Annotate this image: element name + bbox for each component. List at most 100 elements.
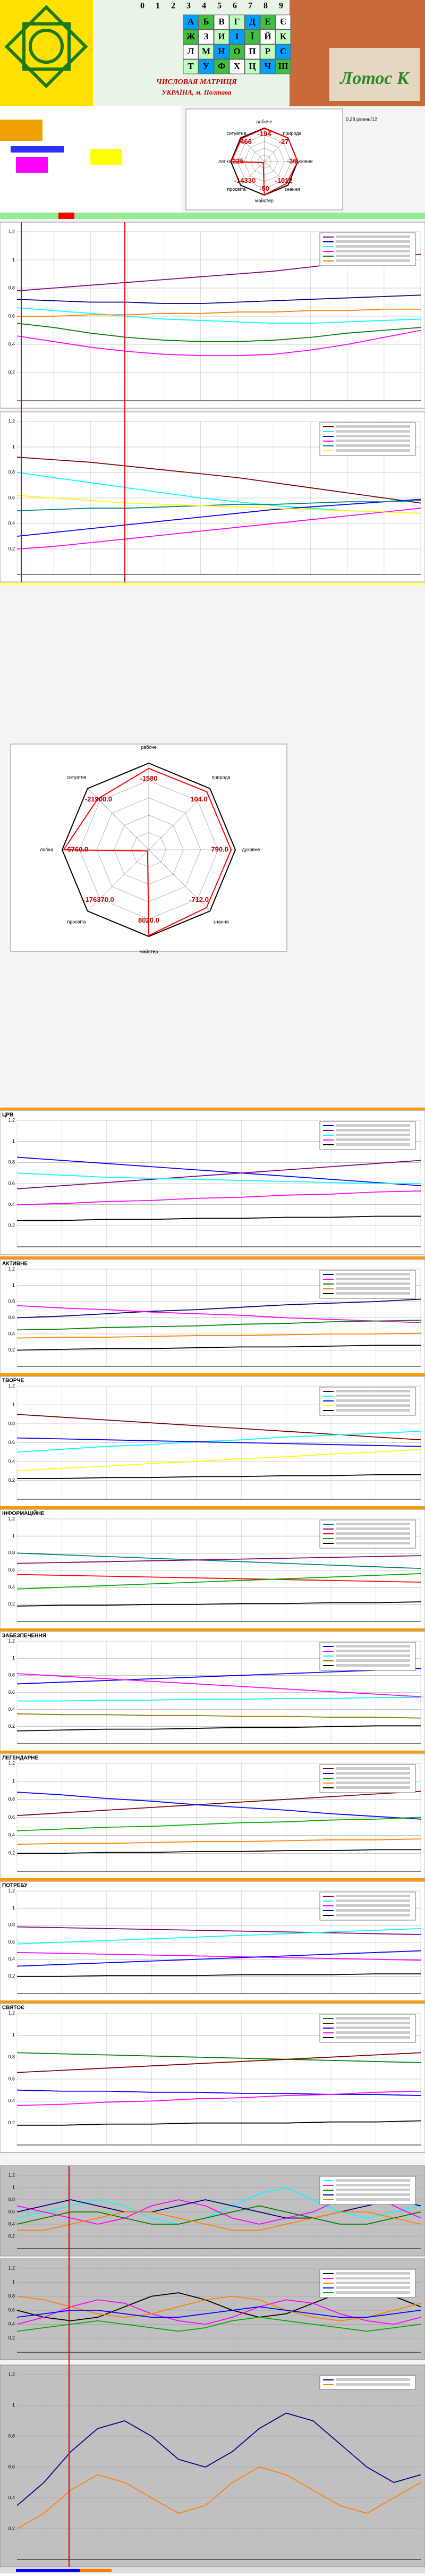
- letter: Б: [203, 16, 209, 27]
- letter: К: [280, 31, 287, 41]
- category-label: майстер: [140, 949, 158, 955]
- legend-text: [336, 1399, 410, 1402]
- legend-text: [336, 2282, 410, 2284]
- y-tick-label: 0.4: [8, 520, 15, 526]
- letter: Т: [188, 61, 194, 71]
- digit: 5: [217, 2, 222, 11]
- y-tick-label: 1.2: [8, 1383, 15, 1388]
- digit: 3: [186, 2, 191, 11]
- series-line: [16, 2089, 421, 2096]
- letter-cell: [214, 44, 230, 60]
- value-label: -712.0: [189, 896, 209, 903]
- legend-text: [336, 2017, 410, 2020]
- section-bar: [0, 1751, 425, 1753]
- y-tick-label: 0.2: [8, 1724, 15, 1729]
- y-tick-label: 0.6: [8, 1939, 15, 1945]
- section-bar: [0, 1373, 425, 1376]
- y-tick-label: 0.6: [8, 1440, 15, 1445]
- section-title: ТВОРЧЕ: [2, 1378, 24, 1384]
- series-line: [16, 495, 421, 514]
- series-line: [16, 1555, 421, 1564]
- digit: 8: [264, 2, 268, 11]
- value-label: 8020.0: [138, 916, 159, 924]
- digit: 6: [233, 2, 237, 11]
- y-tick-label: 1.2: [8, 418, 15, 424]
- letter-cell: [260, 44, 276, 60]
- y-tick-label: 0.2: [8, 1347, 15, 1353]
- legend-text: [336, 2036, 410, 2039]
- series-line: [17, 2120, 421, 2126]
- letter-cell: [198, 59, 214, 74]
- y-tick-label: 0.4: [8, 2321, 15, 2327]
- y-tick-label: 1: [12, 1533, 15, 1539]
- cell-block: [11, 146, 64, 153]
- y-tick-label: 1.2: [8, 1760, 15, 1766]
- letter: Н: [218, 46, 225, 56]
- series-line: [16, 2052, 421, 2073]
- letter-cell: [260, 59, 276, 74]
- spoke: [264, 138, 288, 162]
- y-tick-label: 0.2: [8, 1477, 15, 1483]
- category-label: знання: [214, 919, 229, 924]
- section-title: АКТИВНЕ: [2, 1261, 28, 1267]
- y-tick-label: 1.2: [8, 2265, 15, 2270]
- spoke: [148, 788, 210, 850]
- legend-text: [336, 2291, 410, 2294]
- spoke: [87, 849, 149, 911]
- category-label: логіка: [218, 158, 232, 164]
- y-tick-label: 0.6: [8, 2464, 15, 2469]
- legend-text: [336, 1542, 410, 1544]
- section-bar: [0, 2000, 425, 2003]
- legend-text: [336, 2031, 410, 2034]
- value-label: -1012: [275, 176, 292, 184]
- series-line: [16, 1437, 421, 1447]
- digit: 7: [248, 2, 252, 11]
- legend-text: [336, 2022, 410, 2024]
- y-tick-label: 1: [12, 2032, 15, 2038]
- y-tick-label: 0.6: [8, 1690, 15, 1695]
- letter-cell: [275, 59, 291, 74]
- letter-cell: [214, 29, 230, 45]
- letter: Р: [265, 46, 270, 56]
- series-line: [16, 2205, 421, 2225]
- letter-cell: [198, 44, 214, 60]
- legend-text: [336, 1138, 410, 1141]
- letter-cell: [244, 59, 260, 74]
- y-tick-label: 1.2: [8, 229, 15, 234]
- letter: Ї: [251, 31, 254, 41]
- y-tick-label: 0.4: [8, 1331, 15, 1336]
- y-tick-label: 0.8: [8, 1673, 15, 1678]
- y-tick-label: 0.8: [8, 1550, 15, 1556]
- letter-cell: [214, 59, 230, 74]
- y-tick-label: 0.2: [8, 1223, 15, 1228]
- category-label: природа: [283, 131, 302, 136]
- y-tick-label: 0.4: [8, 1956, 15, 1962]
- series-line: [16, 1713, 421, 1719]
- legend-text: [336, 250, 410, 252]
- series-line: [16, 1172, 421, 1184]
- series-line: [16, 1790, 421, 1817]
- strip: [0, 213, 425, 219]
- series-line: [17, 1474, 421, 1479]
- letter-cell: [198, 14, 214, 30]
- y-tick-label: 1.2: [8, 2010, 15, 2015]
- legend-text: [336, 2026, 410, 2029]
- legend-text: [336, 1650, 410, 1652]
- legend-text: [336, 255, 410, 257]
- letter: Ш: [278, 61, 288, 71]
- value-label: -194: [257, 130, 271, 138]
- legend-text: [336, 1143, 410, 1146]
- y-tick-label: 1.2: [8, 1888, 15, 1893]
- series-line: [16, 1601, 421, 1607]
- legend-text: [336, 2277, 410, 2279]
- y-tick-label: 0.6: [8, 1814, 15, 1820]
- letter-cell: [229, 59, 245, 74]
- section-title: ЛЕГЕНДАРНЕ: [2, 1755, 38, 1761]
- series-line: [16, 508, 421, 550]
- legend-text: [336, 1899, 410, 1902]
- series-line: [16, 1298, 421, 1319]
- y-tick-label: 0.8: [8, 1922, 15, 1928]
- letter: Ф: [218, 61, 226, 71]
- value-label: -27: [279, 138, 289, 146]
- legend-text: [336, 245, 410, 248]
